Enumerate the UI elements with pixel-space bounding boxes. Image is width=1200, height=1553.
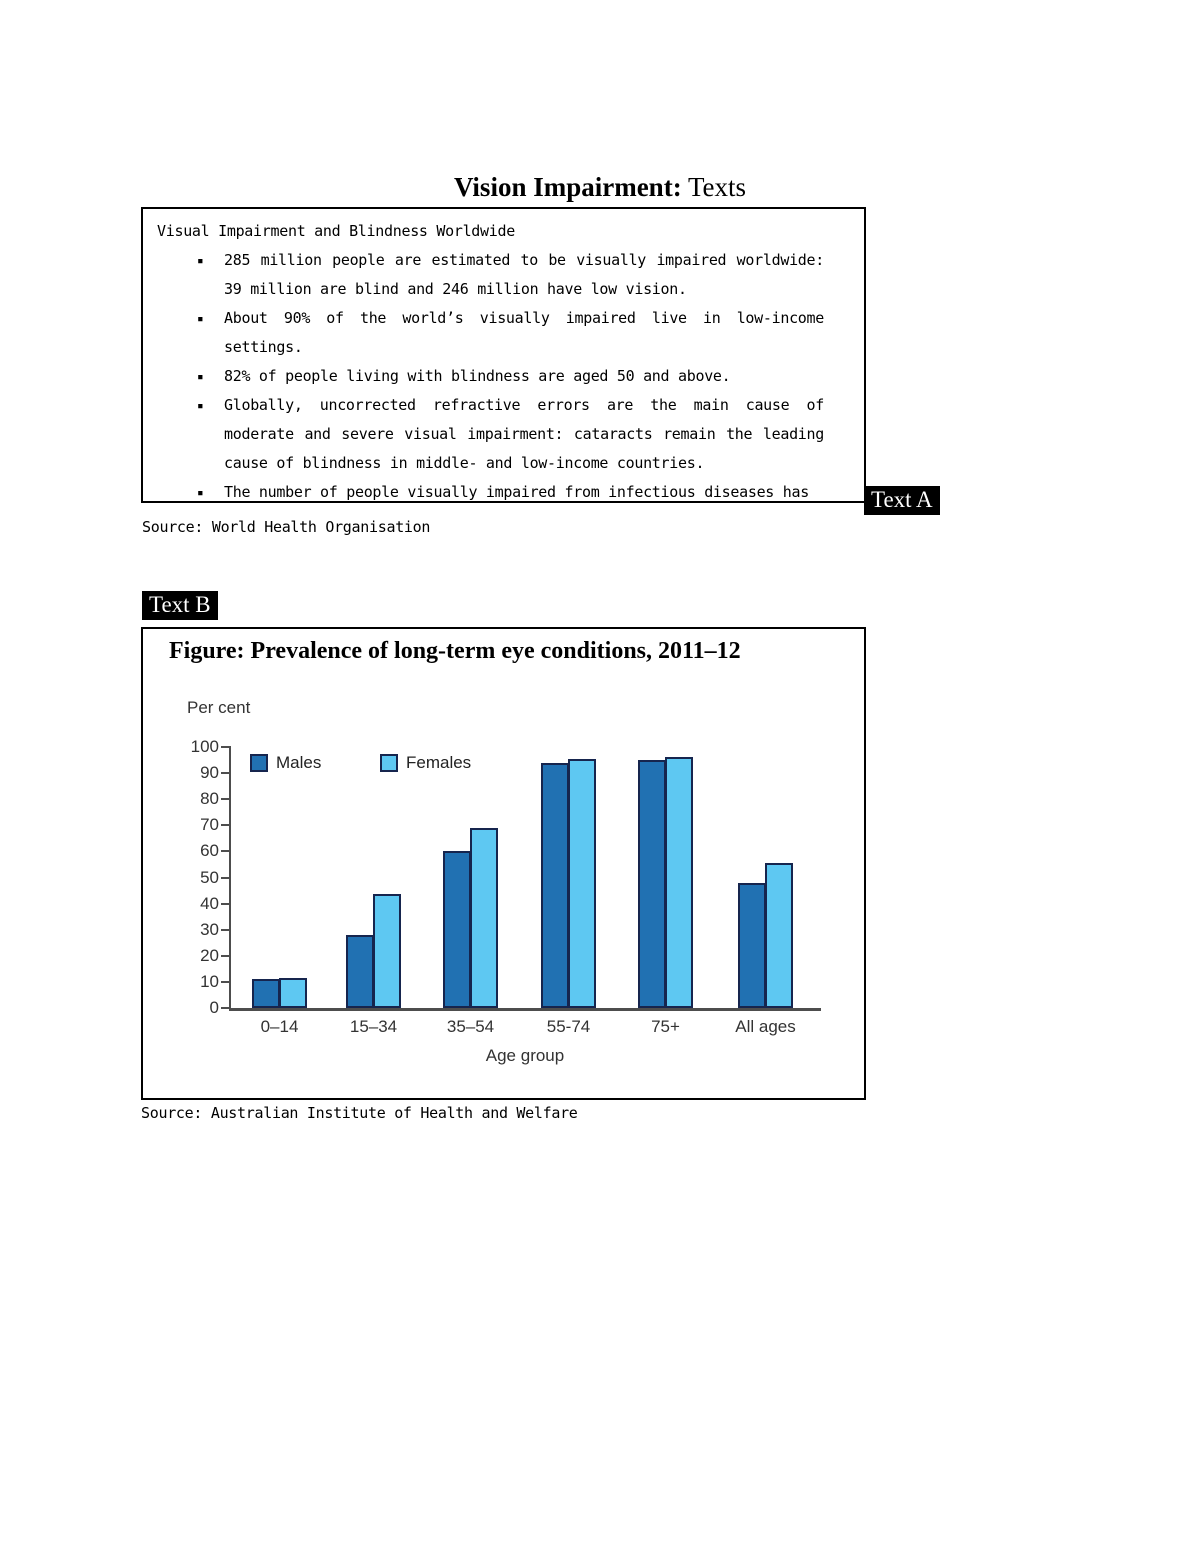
bar-males-0–14: [252, 979, 280, 1008]
page-title-main: Vision Impairment:: [453, 172, 682, 202]
x-axis-tick-label: 75+: [651, 1017, 680, 1036]
bar-males-35–54: [443, 851, 471, 1008]
y-axis-tick-label: 50: [200, 867, 219, 887]
bullet-icon: ▪: [197, 312, 204, 325]
text-b-tag: Text B: [142, 591, 218, 620]
y-axis-tick: [221, 902, 229, 905]
y-axis-tick: [221, 980, 229, 983]
bar-males-All ages: [738, 883, 766, 1008]
y-axis-tick-label: 0: [209, 998, 219, 1017]
list-item: ▪ Globally, uncorrected refractive errors…: [197, 391, 824, 478]
bullet-icon: ▪: [197, 486, 204, 499]
y-axis-tick: [221, 928, 229, 931]
y-axis-tick-label: 30: [200, 919, 219, 939]
text-a-heading: Visual Impairment and Blindness Worldwid…: [157, 222, 515, 240]
x-axis-tick-label: 55-74: [546, 1017, 591, 1036]
figure-source: Source: Australian Institute of Health a…: [141, 1104, 578, 1122]
y-axis-tick: [221, 954, 229, 957]
males-legend-swatch: [250, 754, 268, 772]
bar-females-35–54: [470, 828, 498, 1008]
bullet-icon: ▪: [197, 370, 204, 383]
y-axis-tick-label: 60: [200, 841, 219, 861]
legend-item-females: Females: [380, 753, 471, 773]
list-item: ▪ 285 million people are estimated to be …: [197, 246, 824, 304]
x-axis-tick-label: 35–54: [446, 1017, 495, 1036]
bullet-text: About 90% of the world’s visually impair…: [224, 309, 824, 356]
y-axis-tick-label: 70: [200, 815, 219, 835]
y-axis-tick-label: 20: [200, 945, 219, 965]
bar-males-15–34: [346, 935, 374, 1008]
y-axis-tick: [221, 798, 229, 801]
y-axis-tick: [221, 1007, 229, 1009]
figure-box: Figure: Prevalence of long-term eye cond…: [141, 627, 866, 1100]
bullet-text: Globally, uncorrected refractive errors …: [224, 396, 824, 472]
text-a-box: Visual Impairment and Blindness Worldwid…: [141, 207, 866, 503]
bullet-text: 285 million people are estimated to be v…: [224, 251, 824, 298]
bullet-icon: ▪: [197, 254, 204, 267]
list-item: ▪ 82% of people living with blindness are…: [197, 362, 824, 391]
text-a-bullet-list: ▪ 285 million people are estimated to be …: [157, 246, 850, 501]
y-axis-tick: [221, 850, 229, 853]
y-axis-tick: [221, 824, 229, 827]
figure-title: Figure: Prevalence of long-term eye cond…: [169, 638, 741, 664]
bar-females-55-74: [568, 759, 596, 1008]
bar-females-15–34: [373, 894, 401, 1008]
y-axis-line: [229, 746, 231, 1009]
bar-males-55-74: [541, 763, 569, 1008]
females-legend-label: Females: [406, 753, 472, 772]
bar-females-All ages: [765, 863, 793, 1008]
x-axis-tick-label: 0–14: [260, 1017, 299, 1036]
y-axis-tick: [221, 746, 229, 748]
text-a-source: Source: World Health Organisation: [142, 518, 431, 536]
bullet-icon: ▪: [197, 399, 204, 412]
y-axis-tick-label: 80: [200, 789, 219, 809]
y-axis-tick-label: 100: [190, 737, 219, 756]
y-axis-tick-label: 90: [200, 763, 219, 783]
females-legend-swatch: [380, 754, 398, 772]
bar-females-0–14: [279, 978, 307, 1008]
bar-females-75+: [665, 757, 693, 1008]
page-title: Vision Impairment: Texts: [0, 172, 1200, 203]
list-item: ▪ About 90% of the world’s visually impai…: [197, 304, 824, 362]
y-axis-tick-label: 10: [200, 971, 219, 991]
page-title-suffix: Texts: [681, 172, 747, 202]
legend-item-males: Males: [250, 753, 321, 773]
x-axis-tick-label: 15–34: [349, 1017, 398, 1036]
text-a-tag: Text A: [864, 486, 940, 515]
x-axis-line: [229, 1008, 821, 1011]
bullet-text: 82% of people living with blindness are …: [224, 367, 731, 385]
y-axis-title: Per cent: [187, 698, 251, 717]
y-axis-tick: [221, 772, 229, 775]
plot-area: 0 10 20 30 40 50 60 70 80 90 100 0–14 15–34 35–54 55-7…: [143, 629, 864, 1098]
x-axis-tick-label: All ages: [735, 1017, 796, 1036]
y-axis-tick: [221, 876, 229, 879]
list-item: ▪ The number of people visually impaired …: [197, 478, 824, 501]
bullet-text: The number of people visually impaired f…: [224, 483, 809, 501]
bar-males-75+: [638, 760, 666, 1008]
males-legend-label: Males: [276, 753, 322, 772]
x-axis-title: Age group: [485, 1046, 565, 1065]
y-axis-tick-label: 40: [200, 893, 219, 913]
